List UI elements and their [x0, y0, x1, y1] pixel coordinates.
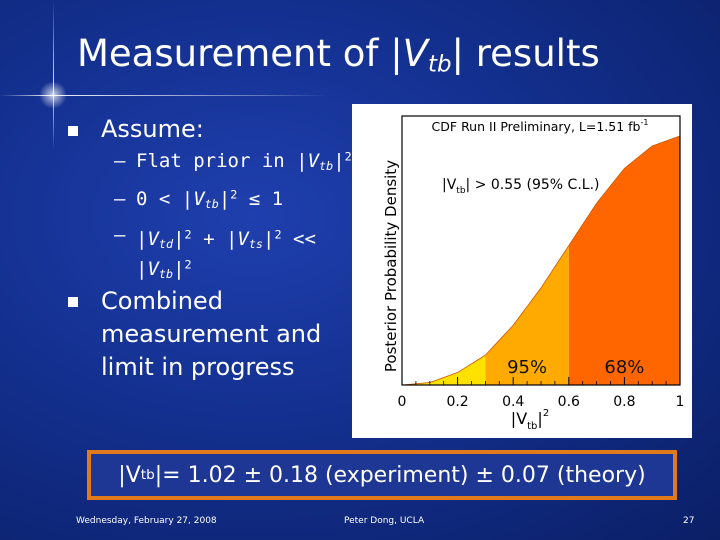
result-box: |V tb |= 1.02 ± 0.18 (experiment) ± 0.07 (…	[87, 450, 677, 500]
posterior-curve	[401, 135, 681, 386]
region-label-1: 95%	[507, 357, 547, 378]
slide-title: Measurement of |Vtb| results	[77, 32, 600, 78]
x-tick-label-1: 0.2	[446, 394, 468, 410]
x-tick-label-3: 0.6	[558, 394, 580, 410]
footer-page-number: 27	[683, 516, 695, 526]
region-label-2: 68%	[604, 357, 644, 378]
bullet-square-icon	[68, 126, 78, 136]
chart-annotation: |Vtb| > 0.55 (95% C.L.)	[442, 177, 599, 196]
decor-horizontal-line	[0, 95, 330, 96]
chart-title: CDF Run II Preliminary, L=1.51 fb-1	[432, 118, 649, 134]
footer-date: Wednesday, February 27, 2008	[76, 516, 217, 526]
decor-glow	[38, 82, 68, 108]
region-2	[568, 136, 680, 385]
bullet-square-icon	[68, 297, 78, 307]
region-0	[402, 355, 486, 385]
decor-vertical-line	[53, 0, 54, 150]
bullet-combined: Combined measurement and limit in progre…	[101, 287, 322, 381]
y-axis-label: Posterior Probability Density	[382, 160, 400, 372]
posterior-chart-svg: 95% 68% 0 0.2 0.4 0.6 0.8 1 CDF Run II Prelimi…	[382, 115, 685, 432]
x-tick-label-0: 0	[398, 394, 407, 410]
x-tick-label-4: 0.8	[613, 394, 635, 410]
x-axis-label: |Vtb|2	[511, 408, 549, 432]
region-1	[485, 245, 569, 385]
x-tick-label-5: 1	[676, 394, 685, 410]
result-text: |V tb |= 1.02 ± 0.18 (experiment) ± 0.07 (…	[91, 454, 673, 496]
posterior-chart: 95% 68% 0 0.2 0.4 0.6 0.8 1 CDF Run II Prelimi…	[352, 104, 692, 438]
bullet-assume: Assume:	[101, 115, 204, 143]
x-tick-label-2: 0.4	[502, 394, 524, 410]
footer-author: Peter Dong, UCLA	[344, 516, 425, 526]
